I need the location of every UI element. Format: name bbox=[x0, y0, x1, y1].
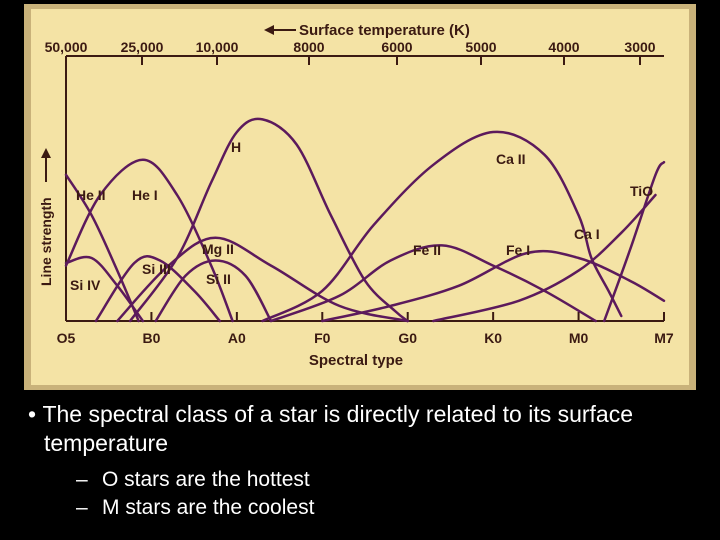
x-tick-label: O5 bbox=[57, 330, 76, 346]
series-label-si-iii: Si III bbox=[142, 261, 171, 277]
x-tick-label: F0 bbox=[314, 330, 331, 346]
series-line-si-ii bbox=[154, 259, 273, 323]
top-tick-label: 6000 bbox=[381, 39, 412, 55]
main-bullet: • The spectral class of a star is direct… bbox=[28, 401, 634, 456]
x-tick-label: M7 bbox=[654, 330, 674, 346]
top-tick-label: 25,000 bbox=[121, 39, 164, 55]
x-tick-label: K0 bbox=[484, 330, 502, 346]
sub-bullet-coolest: – M stars are the coolest bbox=[76, 496, 315, 519]
y-axis-label: Line strength bbox=[38, 197, 54, 286]
chart-title: Surface temperature (K) bbox=[299, 22, 470, 39]
series-line-h bbox=[128, 117, 409, 323]
series-line-he-i bbox=[64, 158, 234, 323]
chart-panel bbox=[31, 9, 689, 385]
x-tick-label: M0 bbox=[569, 330, 589, 346]
chart-svg: Surface temperature (K) Line strength Sp… bbox=[24, 4, 696, 390]
slide-bullets: • The spectral class of a star is direct… bbox=[28, 400, 708, 522]
series-label-ca-i: Ca I bbox=[574, 226, 600, 242]
x-tick-label: A0 bbox=[228, 330, 246, 346]
series-label-ca-ii: Ca II bbox=[496, 151, 526, 167]
top-tick-label: 4000 bbox=[548, 39, 579, 55]
sub-bullet-list: – O stars are the hottest – M stars are th… bbox=[76, 466, 708, 522]
sub-bullet-text: M stars are the coolest bbox=[102, 496, 315, 519]
series-label-si-ii: Si II bbox=[206, 271, 231, 287]
series-line-mg-ii bbox=[116, 236, 409, 323]
top-tick-label: 5000 bbox=[465, 39, 496, 55]
sub-bullet-hottest: – O stars are the hottest bbox=[76, 468, 310, 491]
spectral-line-chart: Surface temperature (K) Line strength Sp… bbox=[24, 4, 696, 390]
y-axis-label-group: Line strength bbox=[38, 148, 54, 286]
top-tick-label: 10,000 bbox=[196, 39, 239, 55]
x-axis-label: Spectral type bbox=[309, 352, 403, 369]
series-line-he-ii bbox=[64, 173, 140, 323]
series-label-h: H bbox=[231, 139, 241, 155]
top-tick-label: 3000 bbox=[624, 39, 655, 55]
series-label-he-i: He I bbox=[132, 187, 158, 203]
x-tick-label: G0 bbox=[398, 330, 417, 346]
series-label-tio: TiO bbox=[630, 183, 653, 199]
series-label-fe-ii: Fe II bbox=[413, 242, 441, 258]
series-line-ca-ii bbox=[261, 130, 623, 323]
series-label-he-ii: He II bbox=[76, 187, 106, 203]
y-axis-arrow-icon bbox=[41, 148, 51, 158]
series-line-si-iii bbox=[94, 255, 222, 323]
series-line-tio bbox=[602, 160, 666, 323]
top-axis-ticks: 50,000 25,000 10,000 8000 6000 5000 4000 3000 bbox=[45, 39, 656, 65]
spectral-curves bbox=[64, 117, 666, 323]
top-tick-label: 8000 bbox=[293, 39, 324, 55]
series-label-mg-ii: Mg II bbox=[202, 241, 234, 257]
series-label-si-iv: Si IV bbox=[70, 277, 101, 293]
title-arrow-icon bbox=[264, 25, 296, 35]
series-labels: He II He I Si IV Si III Si II Mg II H Ca II Fe I… bbox=[70, 139, 653, 293]
series-line-fe-i bbox=[321, 249, 666, 323]
top-tick-label: 50,000 bbox=[45, 39, 88, 55]
main-bullet-text: The spectral class of a star is directly… bbox=[42, 401, 634, 456]
bottom-axis-ticks: O5 B0 A0 F0 G0 K0 M0 M7 bbox=[57, 312, 674, 346]
series-line-ca-i bbox=[432, 193, 657, 323]
sub-bullet-text: O stars are the hottest bbox=[102, 468, 310, 491]
x-tick-label: B0 bbox=[142, 330, 160, 346]
series-label-fe-i: Fe I bbox=[506, 242, 530, 258]
